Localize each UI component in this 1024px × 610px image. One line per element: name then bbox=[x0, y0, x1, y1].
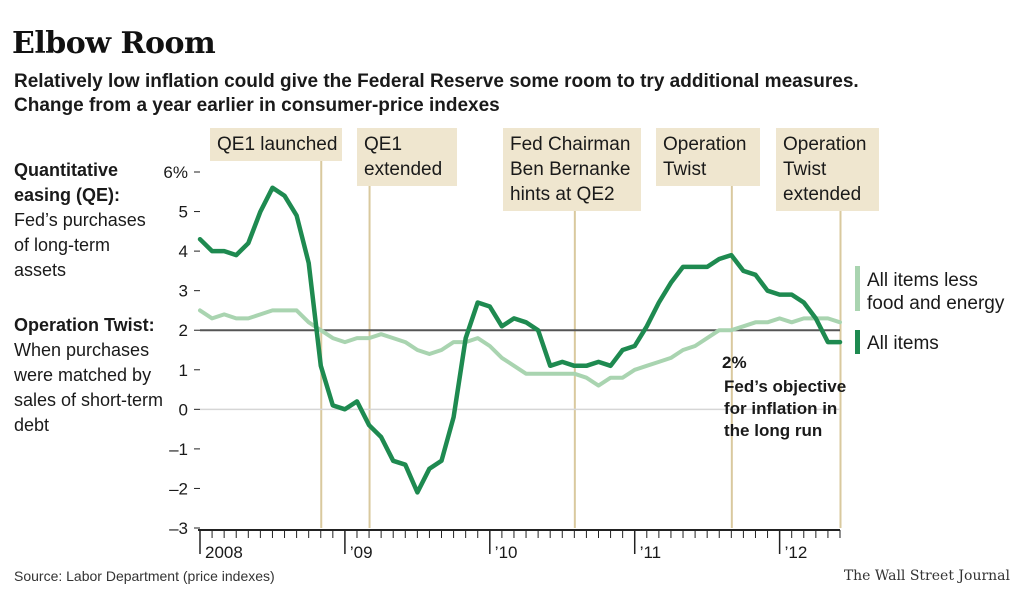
annotation-box bbox=[503, 128, 641, 211]
series-line-core bbox=[198, 308, 842, 388]
annotation-label: QE1 bbox=[364, 134, 402, 155]
series-line-all-items bbox=[197, 185, 843, 495]
annotation-label: Fed Chairman bbox=[510, 134, 630, 155]
legend-core-label: food and energy bbox=[867, 293, 1005, 314]
x-tick-label: ’11 bbox=[640, 543, 661, 562]
x-tick-label: ’09 bbox=[350, 543, 373, 562]
annotation-label: Operation bbox=[783, 134, 866, 155]
annotation-label: Twist bbox=[663, 159, 707, 180]
annotation-label: extended bbox=[364, 159, 442, 180]
annotation-box bbox=[357, 128, 457, 186]
subtitle-line-2: Change from a year earlier in consumer-p… bbox=[14, 95, 500, 116]
legend-core-label: All items less bbox=[867, 270, 978, 291]
subtitle-line-1: Relatively low inflation could give the … bbox=[14, 71, 859, 92]
target-caption: Fed’s objective bbox=[724, 377, 846, 396]
y-tick-label: 6% bbox=[163, 163, 188, 182]
annotation-box bbox=[656, 128, 760, 186]
target-caption: for inflation in bbox=[724, 399, 837, 418]
annotation-label: QE1 launched bbox=[217, 134, 337, 155]
annotation-box bbox=[210, 128, 342, 161]
legend-all-label: All items bbox=[867, 333, 939, 354]
chart-subtitle: Relatively low inflation could give the … bbox=[14, 70, 859, 118]
annotation-label: Ben Bernanke bbox=[510, 159, 630, 180]
y-tick-label: –3 bbox=[169, 519, 188, 538]
x-tick-label: ’12 bbox=[785, 543, 808, 562]
y-tick-label: 1 bbox=[179, 361, 188, 380]
legend-swatch-core bbox=[855, 266, 860, 311]
annotation-label: extended bbox=[783, 184, 861, 205]
y-tick-label: 0 bbox=[179, 400, 188, 419]
chart-title: Elbow Room bbox=[12, 26, 216, 61]
target-caption: the long run bbox=[724, 421, 822, 440]
y-tick-label: 2 bbox=[179, 321, 188, 340]
annotation-label: Operation bbox=[663, 134, 746, 155]
y-tick-label: –2 bbox=[169, 479, 188, 498]
qe-definition: Quantitative easing (QE): Fed’s purchase… bbox=[14, 158, 164, 283]
annotation-label: hints at QE2 bbox=[510, 184, 615, 205]
y-tick-label: 3 bbox=[179, 282, 188, 301]
twist-def: When purchases were matched by sales of … bbox=[14, 340, 164, 435]
annotation-label: Twist bbox=[783, 159, 827, 180]
qe-term: Quantitative easing (QE): bbox=[14, 160, 121, 205]
y-tick-label: 5 bbox=[179, 203, 188, 222]
source-note: Source: Labor Department (price indexes) bbox=[14, 568, 275, 584]
twist-definition: Operation Twist: When purchases were mat… bbox=[14, 313, 164, 438]
target-label: 2% bbox=[722, 353, 747, 372]
x-tick-label: 2008 bbox=[205, 543, 243, 562]
x-tick-label: ’10 bbox=[495, 543, 518, 562]
qe-def: Fed’s purchases of long-term assets bbox=[14, 210, 146, 280]
y-tick-label: –1 bbox=[169, 440, 188, 459]
y-tick-label: 4 bbox=[179, 242, 188, 261]
twist-term: Operation Twist: bbox=[14, 315, 155, 335]
publisher-credit: The Wall Street Journal bbox=[843, 568, 1010, 584]
legend-swatch-all bbox=[855, 330, 860, 354]
annotation-box bbox=[776, 128, 879, 211]
